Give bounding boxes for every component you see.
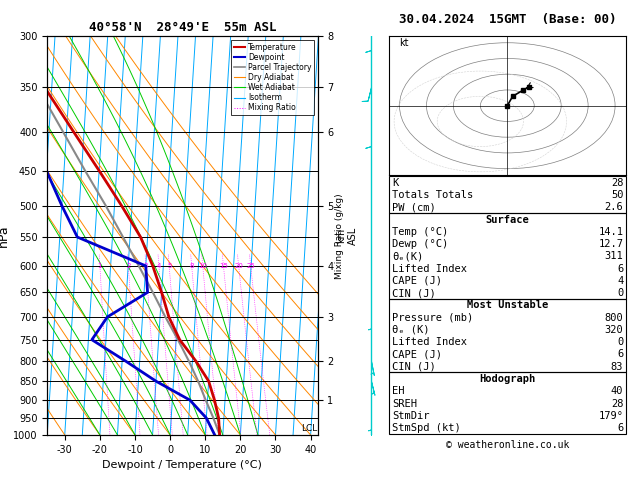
Text: Lifted Index: Lifted Index <box>392 263 467 274</box>
Text: 28: 28 <box>611 178 623 188</box>
Text: CAPE (J): CAPE (J) <box>392 276 442 286</box>
Text: 5: 5 <box>167 263 171 269</box>
Text: 0: 0 <box>617 288 623 298</box>
Text: EH: EH <box>392 386 404 396</box>
Text: θₑ (K): θₑ (K) <box>392 325 430 335</box>
Text: 12.7: 12.7 <box>598 239 623 249</box>
Text: Surface: Surface <box>486 214 529 225</box>
Text: 40: 40 <box>611 386 623 396</box>
Text: Pressure (mb): Pressure (mb) <box>392 312 473 323</box>
Title: 40°58'N  28°49'E  55m ASL: 40°58'N 28°49'E 55m ASL <box>89 21 276 34</box>
Text: 6: 6 <box>617 263 623 274</box>
Text: K: K <box>392 178 398 188</box>
Text: 8: 8 <box>189 263 194 269</box>
Text: © weatheronline.co.uk: © weatheronline.co.uk <box>445 440 569 450</box>
Text: Temp (°C): Temp (°C) <box>392 227 448 237</box>
Text: 28: 28 <box>611 399 623 409</box>
Text: 1: 1 <box>97 263 102 269</box>
Text: 311: 311 <box>604 251 623 261</box>
Text: 6: 6 <box>617 423 623 433</box>
Text: Lifted Index: Lifted Index <box>392 337 467 347</box>
Text: 3: 3 <box>143 263 148 269</box>
Text: Dewp (°C): Dewp (°C) <box>392 239 448 249</box>
Text: CIN (J): CIN (J) <box>392 288 436 298</box>
Text: StmSpd (kt): StmSpd (kt) <box>392 423 460 433</box>
Text: 14.1: 14.1 <box>598 227 623 237</box>
Text: 20: 20 <box>234 263 243 269</box>
Text: 25: 25 <box>247 263 255 269</box>
Text: θₑ(K): θₑ(K) <box>392 251 423 261</box>
Text: 15: 15 <box>219 263 228 269</box>
Y-axis label: km
ASL: km ASL <box>337 226 358 245</box>
Text: 30.04.2024  15GMT  (Base: 00): 30.04.2024 15GMT (Base: 00) <box>399 13 616 26</box>
Text: Most Unstable: Most Unstable <box>467 300 548 311</box>
Text: Totals Totals: Totals Totals <box>392 190 473 200</box>
Text: CIN (J): CIN (J) <box>392 362 436 372</box>
Text: Hodograph: Hodograph <box>479 374 535 384</box>
Text: LCL: LCL <box>301 424 318 433</box>
Text: 4: 4 <box>157 263 161 269</box>
Text: 10: 10 <box>198 263 207 269</box>
Text: 83: 83 <box>611 362 623 372</box>
Text: Mixing Ratio (g/kg): Mixing Ratio (g/kg) <box>335 193 344 278</box>
Text: 0: 0 <box>617 337 623 347</box>
Text: 2: 2 <box>126 263 131 269</box>
Text: 320: 320 <box>604 325 623 335</box>
Text: 6: 6 <box>617 349 623 360</box>
Text: PW (cm): PW (cm) <box>392 202 436 212</box>
Text: 2.6: 2.6 <box>604 202 623 212</box>
Text: CAPE (J): CAPE (J) <box>392 349 442 360</box>
Legend: Temperature, Dewpoint, Parcel Trajectory, Dry Adiabat, Wet Adiabat, Isotherm, Mi: Temperature, Dewpoint, Parcel Trajectory… <box>231 40 314 115</box>
X-axis label: Dewpoint / Temperature (°C): Dewpoint / Temperature (°C) <box>103 460 262 470</box>
Text: 179°: 179° <box>598 411 623 421</box>
Text: 50: 50 <box>611 190 623 200</box>
Text: SREH: SREH <box>392 399 417 409</box>
Text: kt: kt <box>399 38 409 48</box>
Text: 800: 800 <box>604 312 623 323</box>
Text: StmDir: StmDir <box>392 411 430 421</box>
Text: 4: 4 <box>617 276 623 286</box>
Y-axis label: hPa: hPa <box>0 225 10 247</box>
